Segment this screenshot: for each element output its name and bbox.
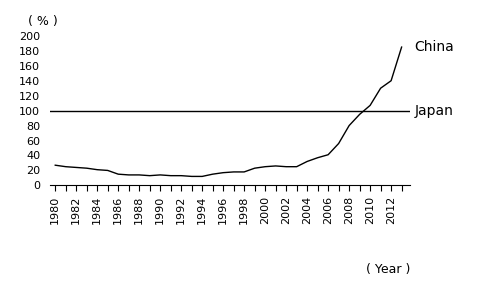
Text: China: China: [414, 40, 454, 54]
Text: Japan: Japan: [414, 104, 453, 118]
Text: ( % ): ( % ): [28, 16, 58, 28]
Text: ( Year ): ( Year ): [366, 263, 410, 276]
